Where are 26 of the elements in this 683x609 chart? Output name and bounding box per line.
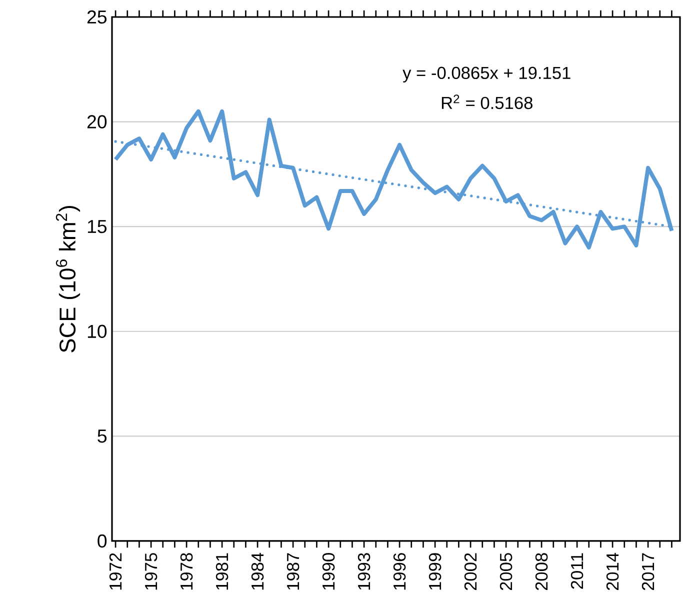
x-tick-label: 2008 — [535, 553, 548, 590]
y-tick-label: 10 — [88, 324, 107, 338]
x-tick-label: 2011 — [570, 553, 584, 589]
x-tick-label: 1981 — [216, 553, 228, 590]
x-tick-label: 1984 — [251, 552, 264, 590]
x-tick-label: 1972 — [109, 553, 122, 590]
x-tick-label: 1975 — [144, 553, 158, 590]
annotation: y = -0.0865x + 19.151 — [402, 66, 570, 82]
x-tick-label: 2002 — [464, 553, 477, 590]
x-tick-label: 1999 — [428, 553, 442, 590]
x-tick-label: 1996 — [393, 553, 406, 590]
x-tick-label: 1987 — [286, 553, 300, 590]
annotation: R$^{2}$ = 0.5168 — [442, 94, 532, 110]
y-tick-label: 25 — [87, 10, 107, 24]
line-series — [114, 109, 674, 250]
y-tick-label: 20 — [87, 115, 107, 128]
y-tick-label: 5 — [98, 430, 107, 443]
y-tick-label: 15 — [88, 220, 107, 234]
x-tick-label: 2014 — [606, 552, 619, 590]
x-tick-label: 1990 — [322, 553, 335, 590]
x-tick-label: 1993 — [358, 553, 370, 590]
x-tick-label: 2017 — [642, 553, 654, 590]
y-axis-title: SCE (10$^{6}$ km$^{2}$) — [56, 206, 80, 352]
x-tick-label: 2005 — [500, 553, 512, 590]
x-tick-label: 1978 — [180, 553, 193, 590]
y-tick-label: 0 — [98, 534, 107, 548]
